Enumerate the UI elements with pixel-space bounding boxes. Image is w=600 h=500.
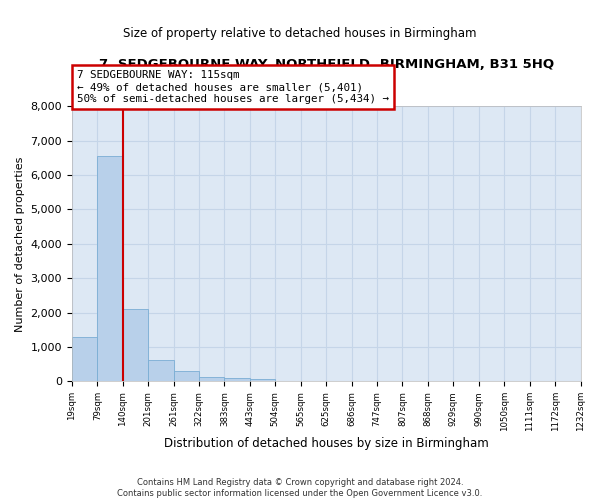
Bar: [97, 156, 123, 382]
Bar: [224, 378, 250, 382]
Bar: [199, 376, 224, 382]
Text: Size of property relative to detached houses in Birmingham: Size of property relative to detached ho…: [123, 28, 477, 40]
Bar: [173, 371, 199, 382]
Bar: [250, 379, 275, 382]
X-axis label: Distribution of detached houses by size in Birmingham: Distribution of detached houses by size …: [164, 437, 488, 450]
Bar: [123, 309, 148, 382]
Text: Contains HM Land Registry data © Crown copyright and database right 2024.
Contai: Contains HM Land Registry data © Crown c…: [118, 478, 482, 498]
Bar: [148, 360, 173, 382]
Title: 7, SEDGEBOURNE WAY, NORTHFIELD, BIRMINGHAM, B31 5HQ: 7, SEDGEBOURNE WAY, NORTHFIELD, BIRMINGH…: [98, 58, 554, 70]
Bar: [72, 336, 97, 382]
Text: 7 SEDGEBOURNE WAY: 115sqm
← 49% of detached houses are smaller (5,401)
50% of se: 7 SEDGEBOURNE WAY: 115sqm ← 49% of detac…: [77, 70, 389, 104]
Y-axis label: Number of detached properties: Number of detached properties: [15, 156, 25, 332]
